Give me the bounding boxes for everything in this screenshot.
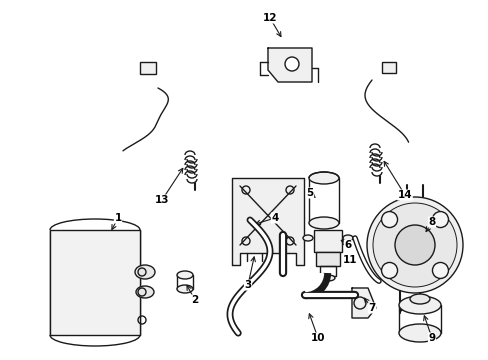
Ellipse shape [308, 217, 338, 229]
Bar [313, 230, 341, 252]
Bar [381, 62, 395, 73]
Text: 2: 2 [191, 295, 198, 305]
Ellipse shape [320, 275, 334, 281]
Circle shape [366, 197, 462, 293]
Ellipse shape [303, 235, 312, 241]
Text: 10: 10 [310, 333, 325, 343]
Ellipse shape [398, 296, 440, 314]
Text: 7: 7 [367, 303, 375, 313]
Circle shape [372, 203, 456, 287]
Ellipse shape [135, 265, 155, 279]
Text: 13: 13 [154, 195, 169, 205]
Text: 6: 6 [344, 240, 351, 250]
Text: 11: 11 [342, 255, 357, 265]
Ellipse shape [177, 271, 193, 279]
Ellipse shape [177, 285, 193, 293]
Text: 5: 5 [306, 188, 313, 198]
Text: 12: 12 [262, 13, 277, 23]
Polygon shape [267, 48, 311, 82]
Circle shape [431, 212, 447, 228]
Ellipse shape [136, 286, 154, 298]
Text: 3: 3 [244, 280, 251, 290]
Ellipse shape [308, 172, 338, 184]
Circle shape [381, 212, 397, 228]
Circle shape [394, 225, 434, 265]
Polygon shape [231, 178, 304, 265]
Circle shape [285, 57, 298, 71]
Bar [50, 230, 140, 335]
Text: 14: 14 [397, 190, 411, 200]
Circle shape [431, 262, 447, 278]
Polygon shape [351, 288, 375, 318]
Text: 9: 9 [427, 333, 435, 343]
Ellipse shape [409, 294, 429, 304]
Bar [319, 266, 335, 276]
Text: 8: 8 [427, 217, 435, 227]
Ellipse shape [398, 324, 440, 342]
Text: 4: 4 [271, 213, 278, 223]
Ellipse shape [342, 235, 352, 241]
Text: 1: 1 [114, 213, 122, 223]
Bar [315, 252, 339, 266]
Bar [140, 62, 156, 74]
Circle shape [381, 262, 397, 278]
